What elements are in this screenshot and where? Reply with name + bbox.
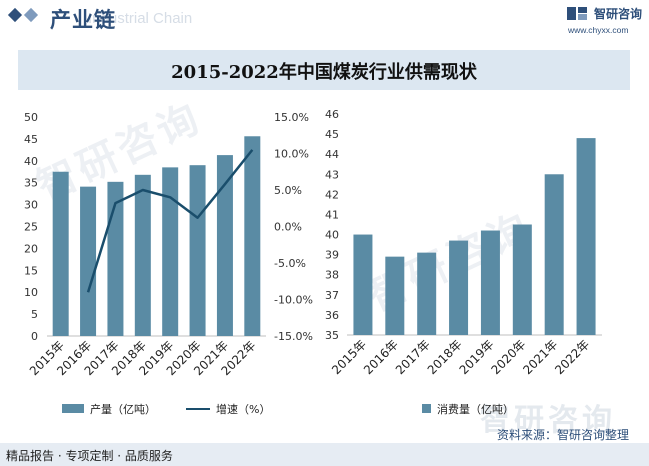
footer-band bbox=[0, 443, 649, 466]
bar-consumption bbox=[576, 138, 596, 335]
y-tick-label: 20 bbox=[24, 242, 38, 255]
brand-name: 智研咨询 bbox=[594, 7, 643, 21]
y-tick-label: 45 bbox=[325, 128, 339, 141]
x-tick-label: 2019年 bbox=[457, 337, 497, 377]
y-tick-label: 37 bbox=[325, 289, 339, 302]
y-tick-label: 0 bbox=[31, 330, 38, 343]
y-tick-label: 46 bbox=[325, 108, 339, 121]
legend-label-consumption: 消费量（亿吨） bbox=[437, 403, 514, 416]
y-tick-label: 15 bbox=[24, 264, 38, 277]
bar-production bbox=[134, 174, 151, 336]
y-tick-label: 35 bbox=[325, 329, 339, 342]
footer-tagline: 精品报告 · 专项定制 · 品质服务 bbox=[6, 449, 173, 463]
watermark: 智研咨询 bbox=[480, 403, 616, 438]
y2-tick-label: 0.0% bbox=[274, 221, 302, 234]
x-tick-label: 2022年 bbox=[552, 337, 592, 377]
y-tick-label: 42 bbox=[325, 188, 339, 201]
y-tick-label: 41 bbox=[325, 208, 339, 221]
x-tick-label: 2021年 bbox=[520, 337, 560, 377]
bar-consumption bbox=[385, 256, 405, 335]
brand-logo-icon bbox=[567, 7, 587, 20]
legend-swatch-consumption bbox=[422, 404, 431, 413]
y-tick-label: 25 bbox=[24, 221, 38, 234]
y-tick-label: 30 bbox=[24, 199, 38, 212]
y-tick-label: 44 bbox=[325, 148, 339, 161]
bar-consumption bbox=[512, 224, 532, 335]
x-tick-label: 2016年 bbox=[361, 337, 401, 377]
bar-production bbox=[162, 167, 179, 336]
bar-production bbox=[80, 186, 97, 336]
bar-production bbox=[244, 136, 261, 336]
y-tick-label: 45 bbox=[24, 133, 38, 146]
legend-swatch-growth bbox=[186, 408, 210, 410]
y-tick-label: 35 bbox=[24, 177, 38, 190]
section-title: 产业链 bbox=[50, 8, 116, 32]
legend-label-production: 产量（亿吨） bbox=[90, 403, 156, 416]
bar-production bbox=[189, 165, 206, 336]
header-bar bbox=[0, 0, 649, 38]
data-source: 资料来源：智研咨询整理 bbox=[497, 428, 630, 442]
legend-swatch-production bbox=[62, 404, 84, 413]
y-tick-label: 40 bbox=[325, 229, 339, 242]
y-tick-label: 43 bbox=[325, 168, 339, 181]
y2-tick-label: 15.0% bbox=[274, 111, 309, 124]
x-tick-label: 2018年 bbox=[425, 337, 465, 377]
chart-title: 2015-2022年中国煤炭行业供需现状 bbox=[171, 62, 477, 83]
x-tick-label: 2017年 bbox=[393, 337, 433, 377]
y2-tick-label: 10.0% bbox=[274, 148, 309, 161]
y-tick-label: 10 bbox=[24, 286, 38, 299]
bar-consumption bbox=[544, 174, 564, 335]
bar-production bbox=[52, 171, 69, 336]
y-tick-label: 40 bbox=[24, 155, 38, 168]
y-tick-label: 39 bbox=[325, 249, 339, 262]
x-tick-label: 2015年 bbox=[329, 337, 369, 377]
y2-tick-label: -5.0% bbox=[274, 257, 306, 270]
bar-production bbox=[216, 155, 233, 336]
bar-consumption bbox=[417, 252, 437, 335]
y2-tick-label: -15.0% bbox=[274, 330, 313, 343]
y-tick-label: 5 bbox=[31, 308, 38, 321]
bar-consumption bbox=[480, 230, 500, 335]
y2-tick-label: -10.0% bbox=[274, 294, 313, 307]
chart-title-band: 2015-2022年中国煤炭行业供需现状 bbox=[18, 50, 630, 90]
legend-label-growth: 增速（%） bbox=[216, 403, 271, 416]
y-tick-label: 36 bbox=[325, 309, 339, 322]
bar-consumption bbox=[353, 234, 373, 335]
y-tick-label: 38 bbox=[325, 269, 339, 282]
y-tick-label: 50 bbox=[24, 111, 38, 124]
brand-url: www.chyxx.com bbox=[568, 25, 629, 35]
section-subtitle: Industrial Chain bbox=[88, 10, 193, 27]
y2-tick-label: 5.0% bbox=[274, 184, 302, 197]
x-tick-label: 2020年 bbox=[488, 337, 528, 377]
bar-consumption bbox=[449, 240, 469, 335]
